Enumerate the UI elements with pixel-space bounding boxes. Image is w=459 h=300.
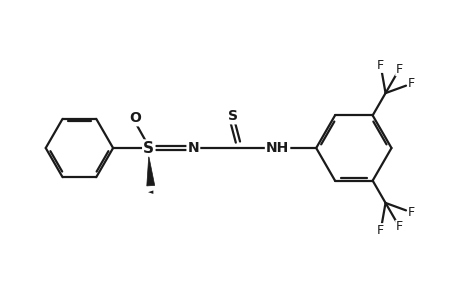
Text: NH: NH	[265, 141, 289, 155]
Text: F: F	[376, 224, 383, 237]
Text: N: N	[187, 141, 199, 155]
Text: F: F	[395, 220, 402, 233]
Text: ◄: ◄	[148, 189, 153, 195]
Text: S: S	[143, 140, 154, 155]
Polygon shape	[146, 156, 154, 186]
Text: F: F	[407, 77, 414, 90]
Text: F: F	[407, 206, 414, 219]
Text: F: F	[376, 59, 383, 72]
Text: F: F	[395, 63, 402, 76]
Text: S: S	[228, 109, 237, 123]
Text: O: O	[129, 111, 140, 125]
